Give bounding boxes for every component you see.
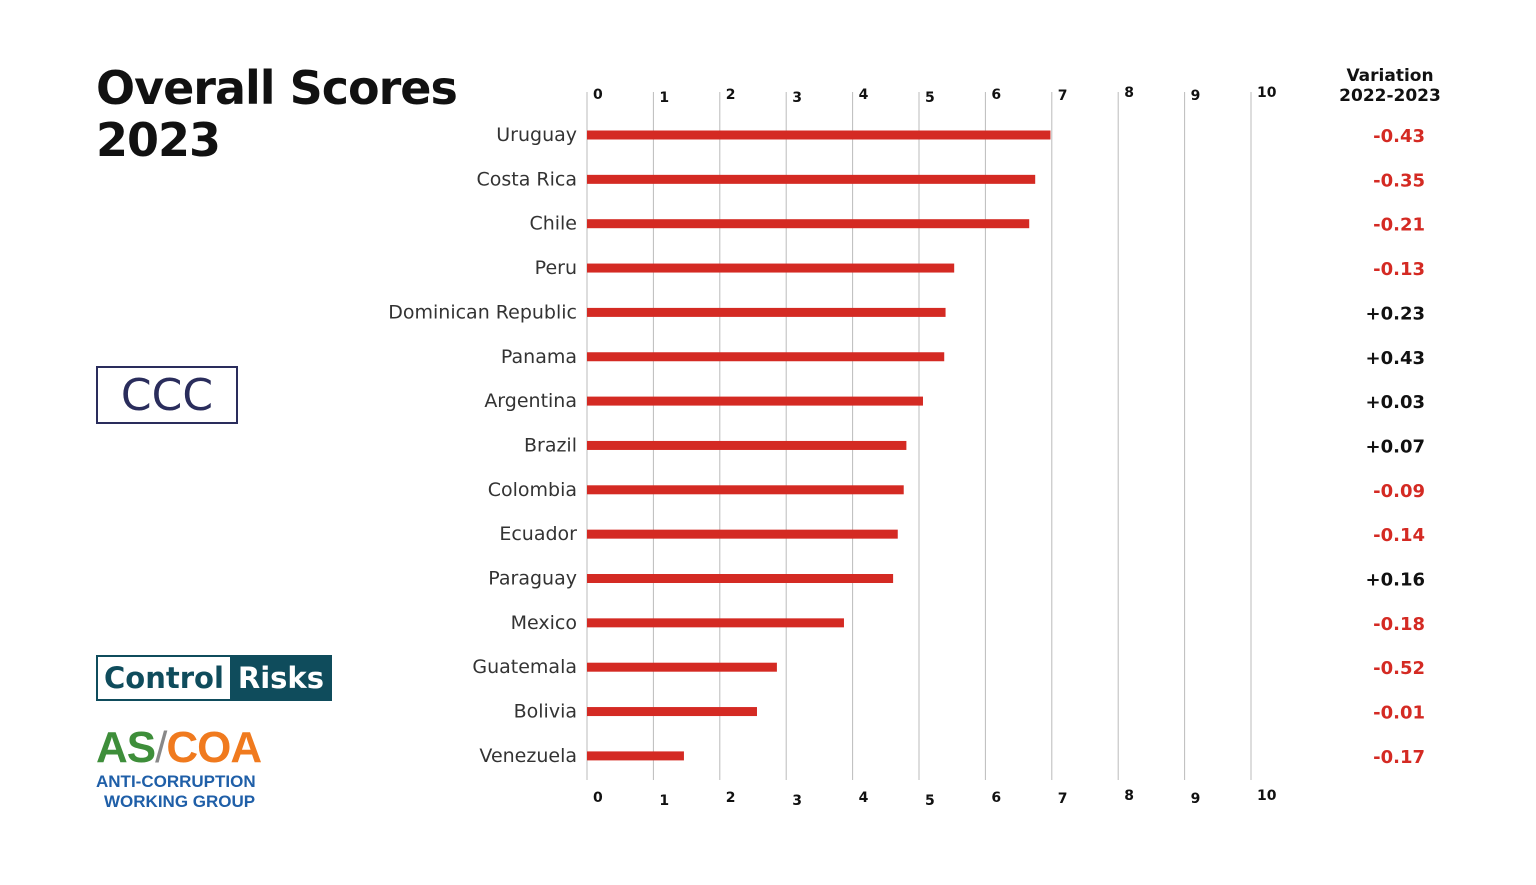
variation-value: +0.16 (1366, 570, 1426, 591)
bar (587, 662, 777, 672)
bar (587, 707, 757, 717)
x-tick-label-top: 3 (792, 90, 802, 106)
bar (587, 174, 1036, 184)
x-tick-label-bottom: 2 (726, 790, 736, 806)
country-label: Guatemala (472, 656, 577, 678)
x-tick-label-top: 2 (726, 87, 736, 103)
x-tick-label-top: 9 (1191, 88, 1201, 104)
chart-title: Overall Scores 2023 (96, 61, 458, 167)
x-tick-label-bottom: 4 (859, 790, 869, 806)
bar (587, 574, 894, 583)
ccc-badge: CCC (96, 366, 238, 424)
variation-value: -0.21 (1373, 215, 1425, 236)
bar (587, 307, 946, 317)
x-tick-label-top: 6 (991, 87, 1001, 103)
variation-value: +0.03 (1366, 392, 1426, 413)
x-tick-label-top: 8 (1124, 85, 1134, 101)
x-tick-label-top: 4 (859, 87, 869, 103)
variation-value: -0.09 (1373, 481, 1425, 502)
variation-value: -0.13 (1373, 259, 1425, 280)
x-tick-label-bottom: 10 (1257, 788, 1277, 804)
ascoa-subtitle-1: ANTI-CORRUPTION (96, 772, 256, 791)
x-tick-label-top: 1 (659, 90, 669, 106)
variation-value: +0.23 (1366, 303, 1426, 324)
ascoa-as: AS (96, 723, 156, 772)
variation-value: -0.01 (1373, 703, 1425, 724)
country-label: Bolivia (514, 701, 577, 723)
x-tick-label-bottom: 0 (593, 790, 603, 806)
country-label: Argentina (484, 390, 577, 412)
variation-value: +0.43 (1366, 348, 1426, 369)
control-risks-logo-part-2: Risks (229, 655, 332, 701)
variation-value: -0.14 (1373, 525, 1425, 546)
bar (587, 352, 945, 362)
title-line-2: 2023 (96, 113, 221, 167)
ascoa-logo: AS/COA ANTI-CORRUPTION WORKING GROUP (96, 723, 262, 812)
variation-header-line-2: 2022-2023 (1339, 86, 1441, 106)
bar (587, 618, 844, 628)
bar (587, 440, 907, 450)
country-label: Ecuador (499, 523, 577, 545)
x-tick-label-bottom: 7 (1058, 791, 1068, 807)
country-label: Peru (535, 257, 577, 279)
variation-value: -0.17 (1373, 747, 1425, 768)
country-label: Colombia (488, 479, 577, 501)
ascoa-wordmark: AS/COA (96, 723, 262, 772)
x-tick-label-bottom: 5 (925, 793, 935, 809)
ascoa-subtitle-2: WORKING GROUP (104, 792, 256, 811)
variation-header-line-1: Variation (1346, 66, 1434, 86)
country-label: Chile (529, 213, 577, 235)
variation-value: +0.07 (1366, 436, 1426, 457)
country-label: Paraguay (488, 568, 577, 590)
bar (587, 529, 898, 539)
country-label: Mexico (511, 612, 577, 634)
bar (587, 396, 923, 406)
variation-header: Variation 2022-2023 (1330, 66, 1450, 106)
variation-value: -0.35 (1373, 170, 1425, 191)
x-tick-label-bottom: 9 (1191, 791, 1201, 807)
x-tick-label-bottom: 1 (659, 793, 669, 809)
control-risks-logo: Control Risks (96, 655, 332, 701)
bar (587, 219, 1030, 229)
bar (587, 751, 684, 761)
x-tick-label-top: 10 (1257, 85, 1277, 101)
variation-value: -0.52 (1373, 658, 1425, 679)
country-label: Brazil (524, 434, 577, 456)
variation-value: -0.43 (1373, 126, 1425, 147)
country-label: Panama (501, 346, 577, 368)
country-label: Venezuela (479, 745, 577, 767)
variation-value: -0.18 (1373, 614, 1425, 635)
country-label: Uruguay (496, 124, 577, 146)
bar (587, 485, 904, 495)
country-label: Dominican Republic (388, 301, 577, 323)
bar (587, 263, 955, 273)
x-tick-label-bottom: 3 (792, 793, 802, 809)
ascoa-coa: COA (166, 723, 262, 772)
control-risks-logo-part-1: Control (96, 655, 230, 701)
x-tick-label-top: 0 (593, 87, 603, 103)
title-line-1: Overall Scores (96, 61, 458, 115)
bar (587, 130, 1051, 140)
x-tick-label-top: 7 (1058, 88, 1068, 104)
ascoa-slash: / (155, 723, 167, 772)
x-tick-label-bottom: 8 (1124, 788, 1134, 804)
x-tick-label-bottom: 6 (991, 790, 1001, 806)
ccc-label: CCC (120, 369, 214, 421)
x-tick-label-top: 5 (925, 90, 935, 106)
country-label: Costa Rica (477, 168, 578, 190)
